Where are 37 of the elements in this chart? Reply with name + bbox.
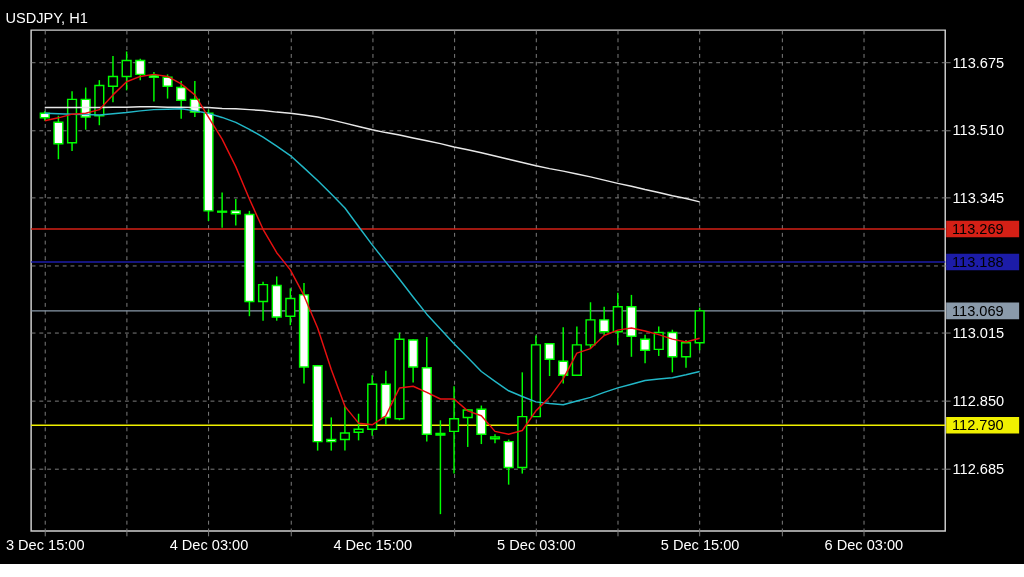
- candlestick: [680, 339, 692, 369]
- y-tick-label: 112.685: [952, 460, 1005, 477]
- y-tick-label: 113.345: [952, 190, 1005, 207]
- candlestick: [107, 55, 119, 103]
- ref-line-label: 112.790: [952, 417, 1004, 434]
- ref-line-label: 113.188: [952, 253, 1004, 270]
- x-tick-label: 4 Dec 15:00: [333, 536, 412, 553]
- candlestick: [135, 58, 146, 81]
- y-tick-label: 113.510: [952, 122, 1005, 139]
- x-tick-label: 5 Dec 15:00: [660, 536, 740, 553]
- ref-line-label: 113.069: [952, 302, 1004, 319]
- x-tick-label: 5 Dec 03:00: [497, 536, 576, 553]
- candlestick: [435, 419, 446, 515]
- candlestick: [489, 433, 501, 444]
- x-tick-label: 6 Dec 03:00: [824, 536, 904, 553]
- candlestick: [639, 333, 651, 365]
- candlestick: [544, 342, 555, 377]
- y-tick-label: 113.015: [952, 325, 1005, 342]
- candlestick: [230, 198, 241, 227]
- candlestick: [285, 287, 296, 326]
- candlestick: [339, 405, 351, 452]
- y-tick-label: 112.850: [952, 392, 1005, 409]
- x-tick-label: 3 Dec 15:00: [5, 536, 85, 553]
- chart-title: USDJPY, H1: [5, 10, 88, 27]
- candlestick: [448, 385, 460, 475]
- candlestick: [257, 281, 269, 322]
- candlestick: [121, 50, 132, 92]
- candlestick: [53, 115, 64, 160]
- candlestick: [353, 413, 364, 442]
- ref-line-label: 113.269: [952, 220, 1004, 237]
- x-tick-label: 4 Dec 03:00: [169, 536, 249, 553]
- candlestick: [176, 80, 187, 120]
- y-tick-label: 113.675: [952, 54, 1005, 71]
- candlestick: [558, 326, 569, 385]
- candlestick: [599, 306, 610, 337]
- candlestick: [217, 191, 228, 229]
- candlestick: [162, 73, 173, 100]
